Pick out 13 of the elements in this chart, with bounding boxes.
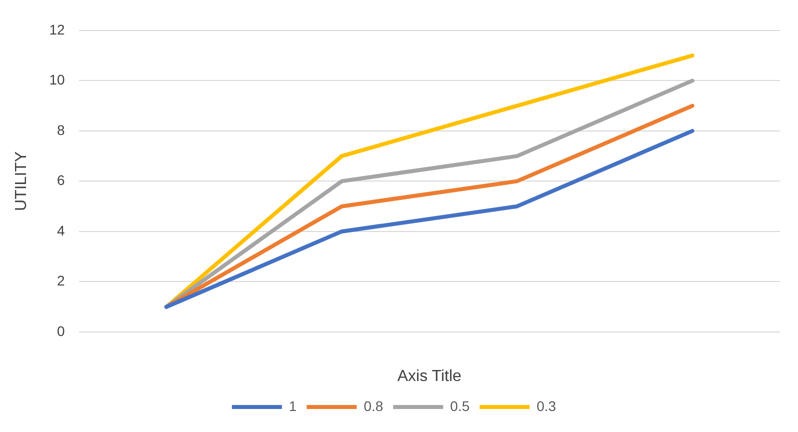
legend-label: 1 xyxy=(288,398,297,414)
y-tick-label: 2 xyxy=(56,272,65,289)
y-tick-label: 12 xyxy=(49,21,65,38)
y-tick-label: 6 xyxy=(56,172,65,188)
y-axis-title: UTILITY xyxy=(13,151,30,211)
legend-label: 0.5 xyxy=(450,398,470,414)
legend-label: 0.3 xyxy=(536,398,556,414)
x-axis-title: Axis Title xyxy=(397,368,462,385)
y-tick-label: 0 xyxy=(56,322,65,339)
y-tick-label: 8 xyxy=(56,122,65,138)
legend-label: 0.8 xyxy=(364,398,384,414)
y-tick-label: 4 xyxy=(56,222,65,238)
y-tick-label: 10 xyxy=(49,72,65,88)
